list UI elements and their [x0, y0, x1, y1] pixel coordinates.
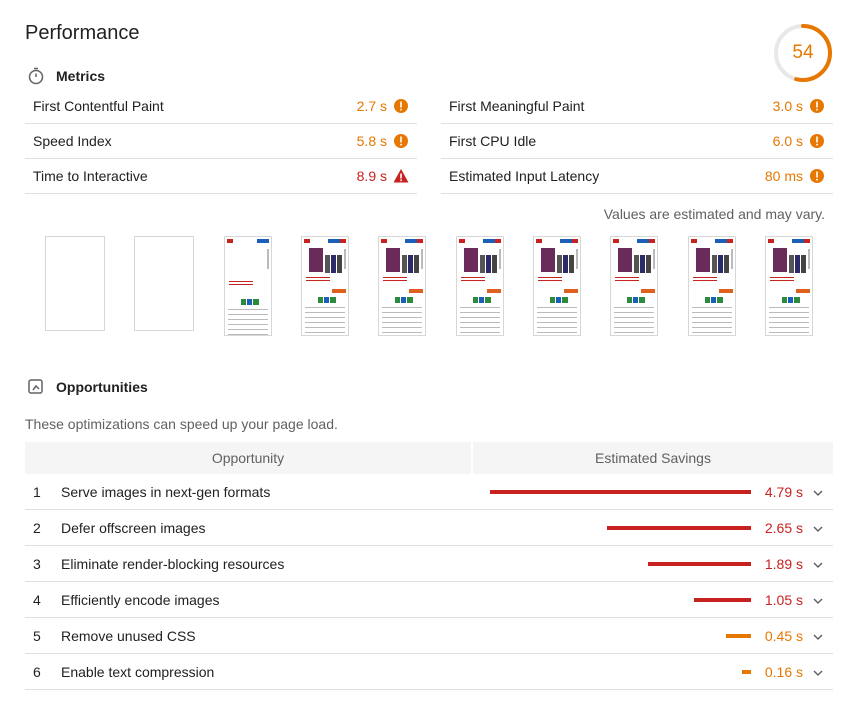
info-circle-icon [809, 98, 825, 114]
metric-row: First Contentful Paint 2.7 s [25, 89, 417, 124]
filmstrip-frame [456, 236, 504, 336]
opportunities-subtitle: These optimizations can speed up your pa… [25, 416, 338, 432]
metric-value: 6.0 s [772, 133, 803, 149]
opportunity-index: 5 [33, 627, 41, 644]
performance-score-gauge: 54 [773, 23, 833, 83]
opportunity-name: Eliminate render-blocking resources [61, 555, 285, 572]
metrics-header: Metrics [27, 67, 105, 85]
opportunity-index: 1 [33, 483, 41, 500]
info-circle-icon [809, 133, 825, 149]
filmstrip-frame [45, 236, 105, 331]
filmstrip-frame [134, 236, 194, 331]
metrics-label: Metrics [56, 68, 106, 84]
opportunity-index: 2 [33, 519, 41, 536]
savings-value: 0.45 s [764, 627, 803, 644]
chevron-down-icon[interactable] [812, 666, 824, 678]
chevron-down-icon[interactable] [812, 594, 824, 606]
metric-value: 3.0 s [772, 98, 803, 114]
opportunity-name: Efficiently encode images [61, 591, 220, 608]
metric-row: Speed Index 5.8 s [25, 124, 417, 159]
metric-value: 8.9 s [356, 168, 387, 184]
opportunities-label: Opportunities [56, 379, 148, 395]
opportunity-name: Serve images in next-gen formats [61, 483, 271, 500]
filmstrip-frame [224, 236, 272, 336]
savings-bar [490, 490, 751, 494]
opportunity-name: Defer offscreen images [61, 519, 206, 536]
metric-name: Time to Interactive [33, 168, 148, 184]
savings-bar [694, 598, 751, 602]
chevron-down-icon[interactable] [812, 486, 824, 498]
opportunity-row[interactable]: 1 Serve images in next-gen formats 4.79 s [25, 474, 833, 510]
metric-value: 2.7 s [356, 98, 387, 114]
savings-value: 2.65 s [764, 519, 803, 536]
filmstrip-frame [610, 236, 658, 336]
opportunity-row[interactable]: 5 Remove unused CSS 0.45 s [25, 618, 833, 654]
savings-bar [726, 634, 751, 638]
metric-row: First Meaningful Paint 3.0 s [441, 89, 833, 124]
performance-score: 54 [792, 42, 814, 63]
savings-value: 0.16 s [764, 663, 803, 680]
warning-triangle-icon [393, 168, 409, 184]
metric-name: Speed Index [33, 133, 112, 149]
metric-name: First Meaningful Paint [449, 98, 585, 114]
metric-value: 5.8 s [356, 133, 387, 149]
opportunities-icon [27, 378, 45, 396]
savings-column-header: Estimated Savings [473, 442, 833, 474]
savings-bar [648, 562, 751, 566]
filmstrip-frame [533, 236, 581, 336]
chevron-down-icon[interactable] [812, 522, 824, 534]
opportunity-row[interactable]: 6 Enable text compression 0.16 s [25, 654, 833, 690]
opportunity-name: Remove unused CSS [61, 627, 196, 644]
filmstrip-frame [765, 236, 813, 336]
opportunity-index: 4 [33, 591, 41, 608]
opportunities-table-header: Opportunity Estimated Savings [25, 442, 833, 474]
page-title: Performance [25, 22, 140, 44]
metric-name: First Contentful Paint [33, 98, 164, 114]
opportunities-header: Opportunities [27, 378, 148, 396]
opportunity-row[interactable]: 2 Defer offscreen images 2.65 s [25, 510, 833, 546]
opportunity-index: 3 [33, 555, 41, 572]
opportunity-row[interactable]: 4 Efficiently encode images 1.05 s [25, 582, 833, 618]
stopwatch-icon [27, 67, 45, 85]
filmstrip-frame [378, 236, 426, 336]
savings-bar [607, 526, 751, 530]
opportunity-row[interactable]: 3 Eliminate render-blocking resources 1.89… [25, 546, 833, 582]
savings-value: 1.05 s [764, 591, 803, 608]
estimate-note: Values are estimated and may vary. [603, 206, 825, 222]
opportunity-column-header: Opportunity [25, 442, 471, 474]
metric-name: First CPU Idle [449, 133, 537, 149]
savings-value: 4.79 s [764, 483, 803, 500]
opportunity-name: Enable text compression [61, 663, 215, 680]
savings-bar [742, 670, 751, 674]
metric-row: Time to Interactive 8.9 s [25, 159, 417, 194]
chevron-down-icon[interactable] [812, 630, 824, 642]
info-circle-icon [393, 133, 409, 149]
metric-row: Estimated Input Latency 80 ms [441, 159, 833, 194]
metric-value: 80 ms [764, 168, 803, 184]
info-circle-icon [809, 168, 825, 184]
savings-value: 1.89 s [764, 555, 803, 572]
filmstrip-frame [301, 236, 349, 336]
chevron-down-icon[interactable] [812, 558, 824, 570]
metric-name: Estimated Input Latency [449, 168, 600, 184]
info-circle-icon [393, 98, 409, 114]
filmstrip-frame [688, 236, 736, 336]
opportunity-index: 6 [33, 663, 41, 680]
metric-row: First CPU Idle 6.0 s [441, 124, 833, 159]
